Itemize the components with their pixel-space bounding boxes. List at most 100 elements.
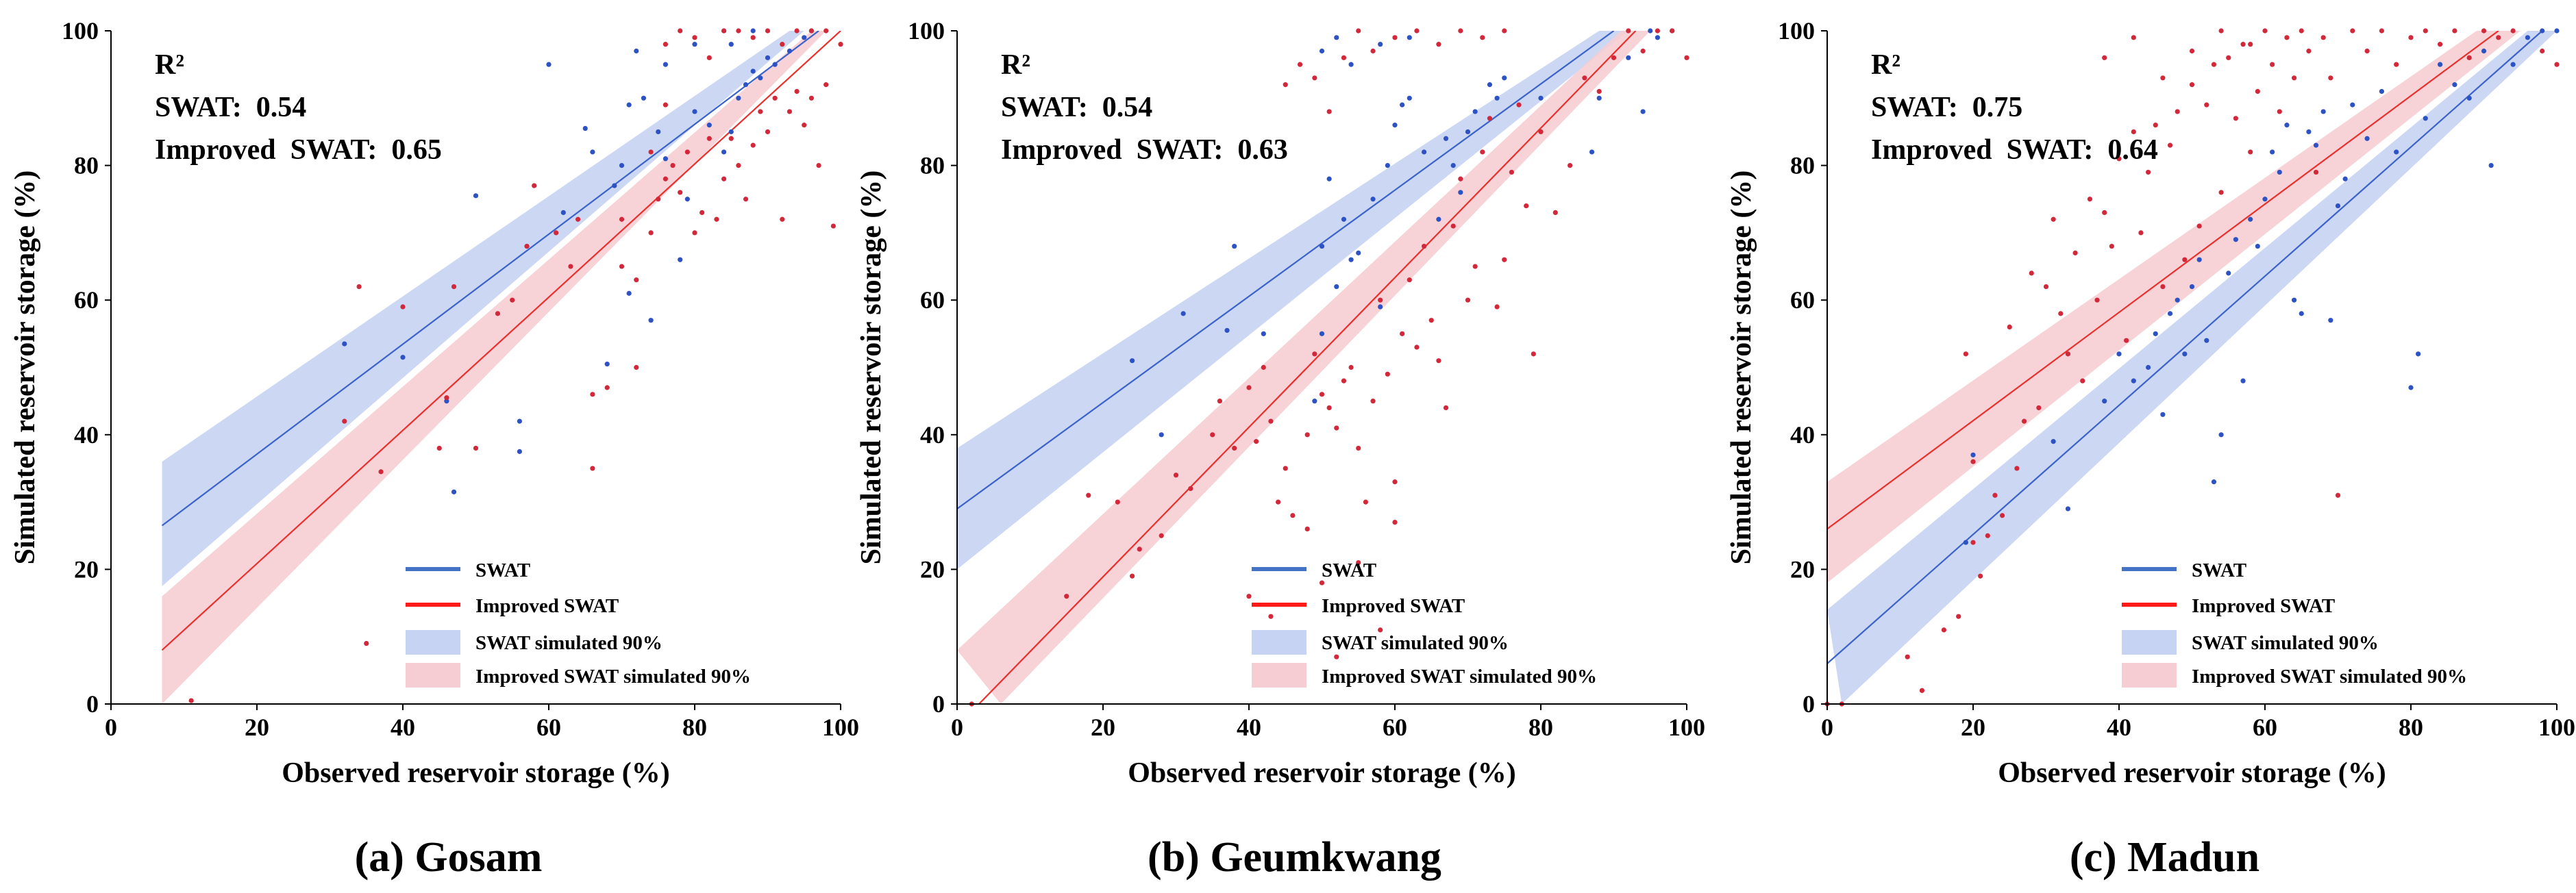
tick-labels: 0 20 40 60 80 100 0 20 40 60 80 100: [908, 17, 1705, 741]
improved-point: [2233, 116, 2238, 121]
swat-point: [802, 35, 807, 40]
swat-point: [2452, 82, 2457, 88]
x-tick-label: 80: [682, 714, 707, 741]
improved-point: [444, 395, 449, 401]
improved-point: [1436, 358, 1441, 364]
improved-point: [188, 698, 194, 703]
swat-point: [2262, 197, 2268, 202]
swat-point: [1370, 197, 1376, 202]
improved-point: [765, 129, 771, 135]
y-tick-label: 40: [920, 421, 945, 449]
improved-point: [1276, 499, 1281, 505]
improved-point: [2438, 42, 2443, 47]
swat-point: [634, 48, 639, 54]
swat-point: [1494, 95, 1500, 101]
swat-point: [517, 449, 523, 454]
legend-label-improved-90: Improved SWAT simulated 90%: [475, 666, 751, 688]
swat-point: [2525, 35, 2530, 40]
swat-point: [2328, 318, 2333, 323]
improved-point: [2248, 149, 2253, 155]
swat-point: [2416, 351, 2421, 357]
legend-swat-line: [2122, 567, 2177, 571]
fit-lines: [1827, 31, 2543, 664]
legend-label-improved: Improved SWAT: [1322, 595, 1465, 617]
data-points: [969, 28, 1689, 707]
improved-point: [678, 28, 683, 34]
panel-gosam: 0 20 40 60 80 100 0 20 40 60 80 100 Observed reserv…: [10, 17, 859, 881]
swat-point: [1319, 331, 1325, 336]
swat-point: [2116, 351, 2122, 357]
data-points: [1824, 28, 2560, 707]
swat-point: [1232, 243, 1237, 249]
improved-point: [1905, 654, 1910, 659]
improved-point: [2394, 62, 2399, 67]
improved-point: [816, 163, 821, 168]
improved-point: [808, 95, 814, 101]
swat-point: [2394, 149, 2399, 155]
improved-point: [1392, 35, 1398, 40]
swat-point: [1538, 95, 1544, 101]
improved-fit-line: [161, 31, 841, 651]
legend: SWAT Improved SWAT SWAT simulated 90% Im…: [406, 559, 751, 688]
swat-point: [2540, 28, 2545, 34]
swat-point: [2342, 176, 2348, 181]
r2-improved: Improved SWAT: 0.64: [1871, 134, 2158, 166]
improved-point: [510, 297, 515, 303]
swat-point: [1319, 48, 1325, 54]
swat-point: [1224, 327, 1230, 334]
swat-point: [728, 129, 734, 135]
swat-point: [1436, 216, 1441, 222]
improved-point: [1436, 42, 1441, 47]
improved-point: [1626, 28, 1631, 34]
improved-point: [342, 418, 347, 424]
improved-point: [823, 82, 829, 88]
improved-point: [1130, 573, 1135, 579]
improved-point: [436, 445, 442, 451]
y-tick-label: 60: [74, 286, 99, 314]
improved-point: [2102, 55, 2107, 60]
improved-point: [1458, 176, 1463, 181]
improved-point: [808, 28, 814, 34]
improved-point: [1341, 378, 1347, 383]
panel-caption: (c) Madun: [2070, 834, 2259, 881]
improved-point: [1684, 55, 1689, 60]
swat-point: [582, 125, 588, 131]
improved-point: [1480, 149, 1485, 155]
swat-point: [2306, 129, 2312, 135]
improved-point: [1064, 594, 1069, 599]
swat-point: [626, 102, 632, 108]
improved-point: [1304, 526, 1310, 532]
swat-point: [1655, 35, 1660, 40]
swat-point: [619, 163, 625, 168]
swat-point: [1326, 176, 1332, 181]
r2-swat: SWAT: 0.75: [1871, 92, 2022, 123]
improved-point: [1611, 55, 1617, 60]
confidence-bands: [1827, 31, 2557, 704]
swat-point: [1487, 82, 1493, 88]
y-tick-label: 60: [920, 286, 945, 314]
swat-point: [1392, 123, 1398, 128]
swat-point: [2226, 271, 2231, 276]
swat-fit-line: [161, 31, 819, 527]
swat-point: [1589, 149, 1595, 155]
improved-point: [1086, 492, 1091, 498]
improved-point: [1319, 392, 1325, 397]
improved-point: [1326, 109, 1332, 114]
swat-fit-line: [1827, 31, 2543, 664]
swat-point: [1970, 452, 1976, 457]
improved-point: [619, 264, 625, 269]
swat-point: [692, 109, 697, 114]
swat-point: [2423, 116, 2428, 121]
improved-point: [1655, 28, 1660, 34]
improved-point: [1363, 499, 1368, 505]
swat-point: [1648, 28, 1653, 34]
improved-point: [1582, 75, 1587, 81]
improved-point: [758, 109, 763, 114]
r2-annotation: R² SWAT: 0.75 Improved SWAT: 0.64: [1871, 49, 2158, 166]
x-tick-label: 60: [2253, 714, 2277, 741]
improved-point: [634, 277, 639, 283]
swat-point: [2175, 297, 2180, 303]
improved-point: [1334, 425, 1339, 431]
panel-caption: (a) Gosam: [355, 834, 543, 881]
improved-point: [772, 95, 778, 101]
